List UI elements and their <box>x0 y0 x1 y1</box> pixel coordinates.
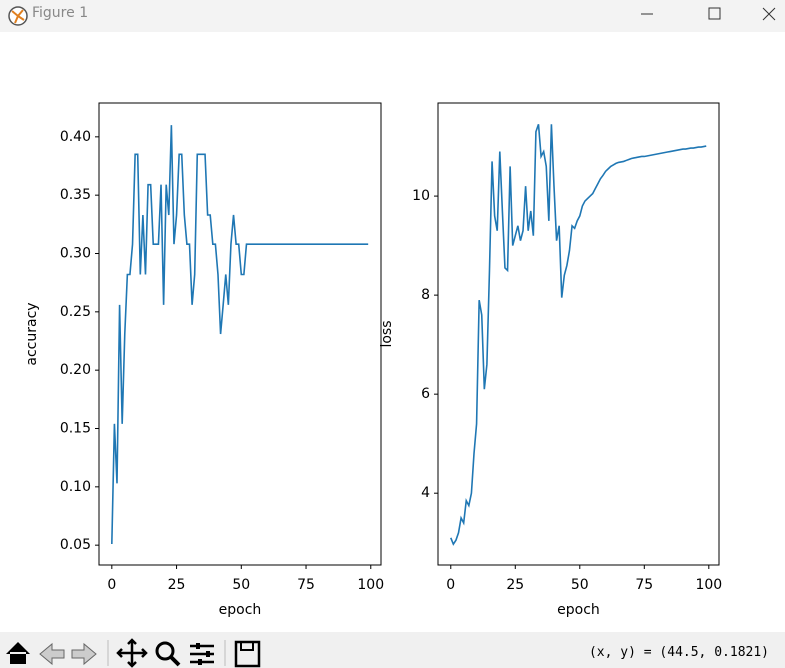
x-tick-label: 50 <box>571 577 589 593</box>
title-bar: Figure 1 <box>0 0 785 32</box>
home-button[interactable] <box>6 642 30 664</box>
y-axis-label: accuracy <box>24 302 40 365</box>
x-tick-label: 25 <box>168 577 186 593</box>
y-tick-label: 0.35 <box>60 187 91 203</box>
y-tick-label: 0.40 <box>60 129 91 145</box>
x-axis-label: epoch <box>557 602 600 618</box>
x-tick-label: 0 <box>446 577 455 593</box>
x-tick-label: 100 <box>357 577 384 593</box>
axes-frame <box>98 102 382 566</box>
close[interactable] <box>762 7 776 21</box>
y-tick-label: 0.15 <box>60 421 91 437</box>
app-icon <box>8 6 28 26</box>
forward-button[interactable] <box>71 642 97 666</box>
y-tick-label: 10 <box>412 188 430 204</box>
y-tick-label: 0.05 <box>60 537 91 553</box>
y-tick-label: 8 <box>421 287 430 303</box>
data-line <box>450 124 707 546</box>
x-tick-label: 0 <box>107 577 116 593</box>
save-button[interactable] <box>234 640 261 668</box>
x-tick-label: 50 <box>232 577 250 593</box>
axes-frame <box>437 102 720 566</box>
window-controls <box>641 7 776 21</box>
x-tick-label: 100 <box>695 577 722 593</box>
y-tick-label: 0.20 <box>60 362 91 378</box>
zoom-button[interactable] <box>155 641 175 661</box>
y-tick-label: 4 <box>421 485 430 501</box>
maximize[interactable] <box>708 7 721 20</box>
x-tick-label: 75 <box>297 577 315 593</box>
y-axis-label: loss <box>379 320 395 347</box>
toolbar-icons <box>6 638 261 668</box>
y-tick-label: 0.25 <box>60 304 91 320</box>
back-button[interactable] <box>39 642 65 666</box>
status-text: (x, y) = (44.5, 0.1821) <box>588 645 769 660</box>
x-tick-label: 75 <box>635 577 653 593</box>
figure: 0 25 50 75 1000.050.100.150.200.250.300.350.… <box>24 102 722 618</box>
y-tick-label: 6 <box>421 386 430 402</box>
pan-button[interactable] <box>116 638 148 668</box>
toolbar: (x, y) = (44.5, 0.1821) <box>0 632 785 668</box>
y-tick-label: 0.10 <box>60 479 91 495</box>
x-tick-label: 25 <box>506 577 524 593</box>
x-axis-label: epoch <box>219 602 262 618</box>
window-title: Figure 1 <box>32 5 89 21</box>
data-line <box>111 125 369 545</box>
y-tick-label: 0.30 <box>60 246 91 262</box>
